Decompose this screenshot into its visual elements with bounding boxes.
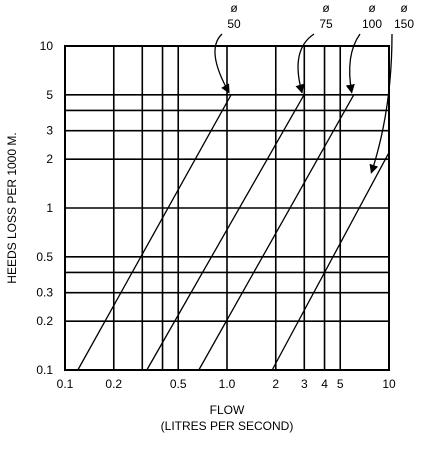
annotation-arrow bbox=[345, 33, 361, 94]
gridlines bbox=[65, 46, 389, 370]
x-tick-label: 1.0 bbox=[219, 377, 236, 391]
series-line-75 bbox=[146, 94, 305, 371]
series-line-50 bbox=[77, 94, 232, 371]
y-axis-title: HEEDS LOSS PER 1000 M. bbox=[5, 132, 19, 283]
x-axis-subtitle: (LITRES PER SECOND) bbox=[161, 419, 294, 433]
x-tick-label: 0.1 bbox=[57, 377, 74, 391]
series-label-diameter: 100 bbox=[362, 17, 382, 31]
series-label-symbol: ø bbox=[230, 1, 238, 15]
axis-titles: FLOW (LITRES PER SECOND) HEEDS LOSS PER … bbox=[5, 132, 293, 433]
series-label-diameter: 75 bbox=[319, 17, 333, 31]
x-tick-label: 5 bbox=[337, 377, 344, 391]
x-tick-label: 0.5 bbox=[170, 377, 187, 391]
x-tick-label: 4 bbox=[321, 377, 328, 391]
x-tick-label: 0.2 bbox=[105, 377, 122, 391]
series-label-symbol: ø bbox=[400, 1, 408, 15]
x-tick-label: 10 bbox=[382, 377, 396, 391]
series-label-symbol: ø bbox=[322, 1, 330, 15]
y-tick-label: 0.2 bbox=[36, 314, 53, 328]
series-label-symbol: ø bbox=[368, 1, 376, 15]
annotation-arrow bbox=[214, 33, 230, 94]
y-tick-label: 10 bbox=[40, 39, 54, 53]
y-tick-label: 2 bbox=[46, 152, 53, 166]
annotation-arrow bbox=[369, 33, 393, 174]
x-axis-title: FLOW bbox=[210, 403, 245, 417]
x-tick-label: 3 bbox=[301, 377, 308, 391]
series-line-100 bbox=[198, 94, 355, 371]
x-tick-label: 2 bbox=[272, 377, 279, 391]
series-line-150 bbox=[271, 152, 390, 371]
y-tick-label: 3 bbox=[46, 124, 53, 138]
series-lines bbox=[77, 94, 390, 371]
series-label-diameter: 50 bbox=[227, 17, 241, 31]
y-tick-label: 0.5 bbox=[36, 250, 53, 264]
y-tick-label: 0.3 bbox=[36, 286, 53, 300]
series-label-diameter: 150 bbox=[394, 17, 414, 31]
y-tick-label: 5 bbox=[46, 88, 53, 102]
y-tick-label: 0.1 bbox=[36, 363, 53, 377]
series-annotations: ø 50 ø 75 ø 100 ø 150 bbox=[214, 1, 414, 174]
y-tick-label: 1 bbox=[46, 201, 53, 215]
annotation-arrow bbox=[295, 33, 315, 94]
